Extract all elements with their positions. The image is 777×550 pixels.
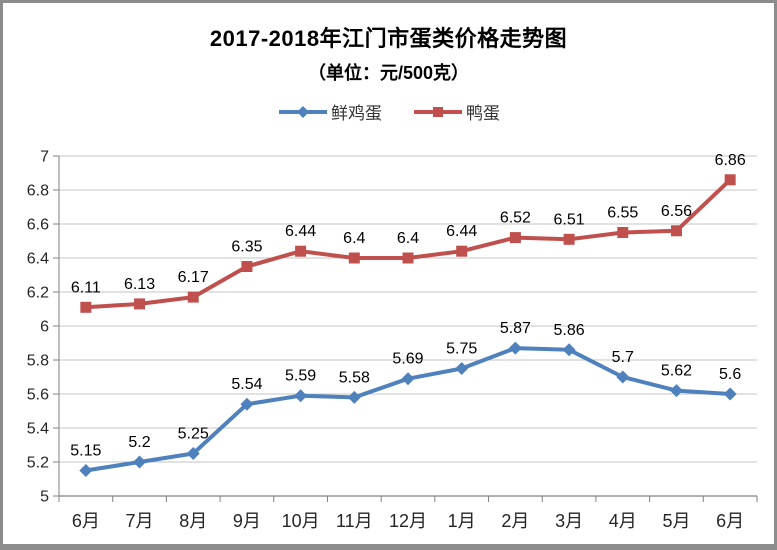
legend-item-chicken-egg: 鲜鸡蛋: [277, 99, 382, 124]
y-axis-tick-label: 5.2: [27, 455, 49, 472]
data-label: 6.35: [231, 239, 262, 256]
y-axis-tick-label: 5: [40, 489, 49, 506]
y-axis-tick-label: 6.4: [27, 251, 49, 268]
y-axis-tick-label: 5.8: [27, 353, 49, 370]
data-label: 6.44: [446, 223, 477, 240]
data-label: 6.52: [500, 210, 531, 227]
data-label: 5.7: [612, 349, 634, 366]
data-label: 6.4: [397, 230, 419, 247]
diamond-marker: [294, 389, 308, 403]
square-marker: [295, 245, 307, 257]
data-label: 6.44: [285, 223, 316, 240]
diamond-marker: [240, 397, 254, 411]
legend-label-duck-egg: 鸭蛋: [466, 104, 500, 123]
data-label: 5.87: [500, 320, 531, 337]
y-axis-tick-label: 5.6: [27, 387, 49, 404]
square-marker: [670, 225, 682, 237]
x-axis-category-label: 5月: [662, 511, 690, 531]
square-marker: [241, 261, 253, 272]
y-axis-tick-label: 6.6: [27, 217, 49, 234]
data-label: 5.59: [285, 368, 316, 385]
y-axis-tick-label: 6: [40, 319, 49, 336]
x-axis-category-label: 1月: [448, 511, 476, 531]
data-label: 5.6: [719, 366, 741, 383]
square-marker: [402, 252, 414, 264]
chart-subtitle: （单位：元/500克）: [307, 63, 470, 83]
legend: 鲜鸡蛋 鸭蛋: [3, 99, 774, 124]
data-label: 5.2: [128, 434, 150, 451]
data-label: 5.54: [231, 376, 262, 393]
line-square-marker-icon: [412, 104, 464, 120]
data-label: 5.69: [392, 351, 423, 368]
diamond-marker: [347, 390, 361, 404]
data-label: 5.25: [178, 426, 209, 443]
chart-title: 2017-2018年江门市蛋类价格走势图: [209, 26, 568, 51]
x-axis-category-label: 8月: [179, 511, 207, 531]
diamond-marker: [186, 447, 200, 460]
square-marker: [187, 291, 199, 303]
diamond-marker: [562, 343, 576, 357]
legend-item-duck-egg: 鸭蛋: [412, 99, 500, 124]
diamond-marker: [79, 464, 93, 477]
legend-diamond-marker: [297, 105, 309, 118]
data-label: 5.58: [339, 369, 370, 386]
data-label: 5.62: [661, 363, 692, 380]
x-axis-category-label: 6月: [716, 511, 744, 531]
data-label: 6.51: [554, 211, 585, 228]
x-axis-category-label: 7月: [126, 511, 154, 531]
square-marker: [724, 174, 736, 186]
x-axis-category-label: 10月: [282, 511, 320, 531]
data-label: 6.17: [178, 269, 209, 286]
x-axis-category-label: 2月: [501, 511, 529, 531]
x-axis-category-label: 6月: [72, 511, 100, 531]
data-label: 5.75: [446, 341, 477, 358]
data-label: 6.86: [715, 152, 746, 169]
y-axis-tick-label: 6.8: [27, 183, 49, 200]
data-label: 5.86: [554, 322, 585, 339]
diamond-marker: [401, 372, 415, 386]
x-axis-category-label: 3月: [555, 511, 583, 531]
x-axis-category-label: 4月: [609, 511, 637, 531]
diamond-marker: [616, 370, 630, 384]
square-marker: [563, 233, 575, 245]
square-marker: [509, 232, 521, 244]
square-marker: [348, 252, 360, 264]
y-axis-tick-label: 5.4: [27, 421, 49, 438]
data-label: 6.55: [607, 205, 638, 222]
diamond-marker: [133, 455, 147, 469]
data-label: 6.56: [661, 203, 692, 220]
square-marker: [80, 301, 92, 313]
square-marker: [134, 298, 146, 310]
data-label: 6.13: [124, 276, 155, 293]
data-label: 6.11: [71, 279, 101, 296]
diamond-marker: [508, 341, 522, 355]
diamond-marker: [455, 362, 469, 375]
x-axis-category-label: 11月: [336, 511, 373, 531]
data-label: 6.4: [343, 230, 365, 247]
diamond-marker: [669, 384, 683, 398]
legend-label-chicken-egg: 鲜鸡蛋: [331, 104, 382, 123]
y-axis-tick-label: 6.2: [27, 285, 49, 302]
diamond-marker: [723, 387, 737, 401]
line-diamond-marker-icon: [277, 104, 329, 120]
x-axis-category-label: 9月: [233, 511, 261, 531]
x-axis-category-label: 12月: [389, 511, 427, 531]
legend-square-marker: [433, 106, 443, 117]
square-marker: [617, 227, 629, 238]
square-marker: [456, 245, 468, 257]
data-label: 5.15: [70, 443, 101, 460]
y-axis-tick-label: 7: [40, 149, 49, 166]
